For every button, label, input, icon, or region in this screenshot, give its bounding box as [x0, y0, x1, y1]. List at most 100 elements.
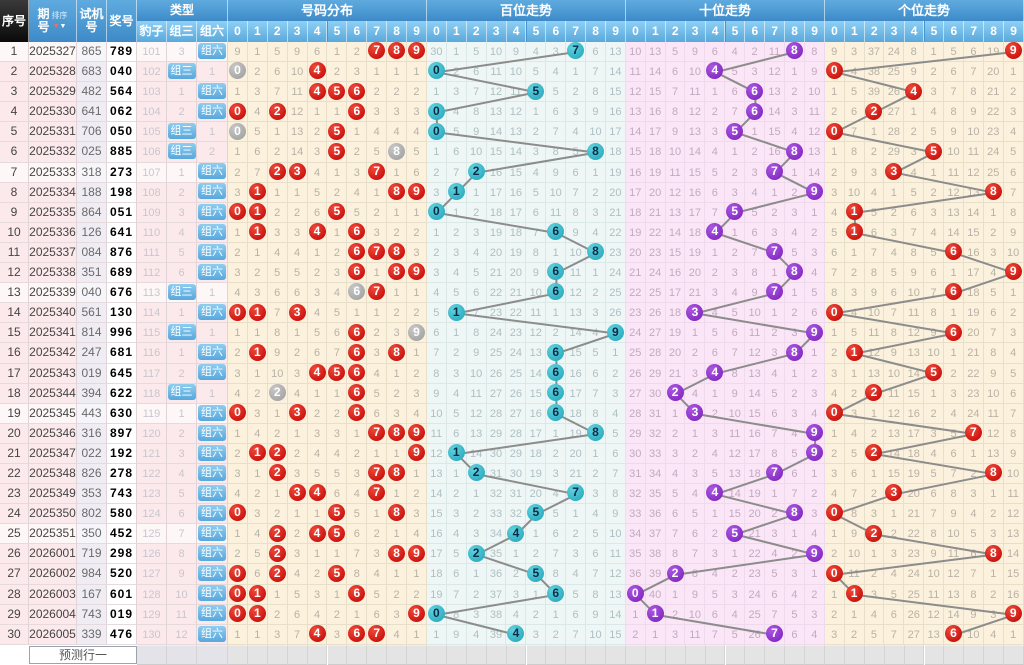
hit-circle: 1 — [248, 182, 266, 200]
miss-cell: 1 — [247, 463, 268, 485]
hit-circle: 9 — [407, 604, 425, 622]
miss-cell: 4 — [784, 122, 805, 143]
miss-cell: 4 — [446, 102, 467, 123]
group6-label: 组六 — [198, 545, 226, 562]
miss-cell: 12 — [566, 283, 587, 304]
col-header-period[interactable]: 期 号 排序 ▼▼ — [29, 0, 77, 42]
hit-cell: 6 — [745, 102, 766, 123]
hit-circle: 0 — [825, 564, 843, 582]
miss-cell: 27 — [486, 383, 507, 404]
hit-cell: 0 — [228, 202, 248, 223]
miss-cell: 9 — [586, 102, 606, 123]
hit-circle: 8 — [388, 424, 406, 442]
group6-cell: 1 — [197, 283, 228, 304]
footer-cell — [884, 645, 905, 665]
miss-cell: 25 — [904, 584, 925, 605]
miss-cell: 2 — [327, 242, 348, 264]
miss-cell: 7 — [605, 463, 626, 485]
miss-cell: 4 — [446, 524, 467, 545]
miss-cell: 4 — [725, 604, 746, 625]
miss-cell: 2 — [387, 383, 408, 404]
footer-cell — [287, 645, 308, 665]
hit-circle: 8 — [388, 42, 406, 60]
miss-cell: 20 — [486, 242, 507, 264]
hit-circle: 6 — [547, 584, 565, 602]
prize-number-cell: 580 — [107, 504, 137, 525]
table-row: 15 2025341 814 996 115 组三 1 1 1 8 1 5 6 6 2 3 9 6 1 8 24 23 12… — [0, 323, 1024, 344]
hit-circle: 5 — [925, 363, 943, 381]
hit-circle: 8 — [586, 424, 604, 442]
period-cell: 2025334 — [29, 182, 77, 203]
table-row: 20 2025346 316 897 120 2 组六 1 4 2 1 3 3 1 7 8 9 11 6 13 29 28… — [0, 423, 1024, 444]
miss-cell: 2 — [387, 222, 408, 243]
group6-label: 组六 — [198, 605, 226, 622]
prediction-row-button[interactable]: 预测行一 — [29, 646, 137, 664]
hit-cell: 1 — [446, 443, 467, 464]
footer-cell — [606, 645, 626, 665]
sort-desc-icon[interactable]: ▼ — [59, 23, 67, 30]
miss-cell: 2 — [725, 162, 746, 183]
hit-cell: 5 — [327, 82, 348, 103]
hit-circle: 1 — [248, 584, 266, 602]
miss-cell: 3 — [844, 403, 865, 424]
miss-cell: 1 — [765, 263, 785, 284]
miss-cell: 1 — [566, 504, 587, 525]
miss-cell: 4 — [546, 62, 567, 83]
miss-cell: 6 — [287, 604, 308, 625]
miss-cell: 6 — [844, 102, 865, 123]
miss-cell: 17 — [426, 544, 447, 565]
miss-cell: 22 — [506, 303, 527, 324]
miss-cell: 5 — [267, 42, 288, 63]
miss-cell: 5 — [426, 303, 447, 324]
seq-cell: 7 — [0, 162, 29, 183]
miss-cell: 7 — [784, 484, 805, 505]
miss-cell: 2 — [944, 363, 964, 384]
hit-cell: 4 — [307, 624, 328, 645]
miss-cell: 6 — [327, 484, 348, 505]
miss-cell: 8 — [1003, 423, 1024, 444]
miss-cell: 8 — [546, 564, 567, 585]
miss-cell: 4 — [1003, 122, 1024, 143]
group6-cell: 组六 — [197, 102, 228, 123]
miss-cell: 5 — [586, 343, 606, 364]
miss-cell: 10 — [466, 142, 487, 163]
miss-cell: 12 — [625, 82, 646, 103]
hit-circle: 9 — [407, 444, 425, 462]
miss-cell: 5 — [446, 122, 467, 143]
miss-cell: 4 — [426, 283, 447, 304]
test-label-bottom: 号 — [85, 20, 98, 34]
sort-asc-icon[interactable]: ▼ — [52, 23, 60, 30]
miss-cell: 5 — [924, 463, 945, 485]
miss-cell: 3 — [864, 504, 885, 525]
miss-cell: 4 — [307, 604, 328, 625]
miss-cell: 21 — [904, 504, 925, 525]
leopard-miss-cell: 114 — [137, 303, 167, 324]
miss-cell: 6 — [665, 62, 686, 83]
miss-cell: 10 — [844, 182, 865, 203]
miss-cell: 1 — [407, 62, 427, 83]
miss-cell: 2 — [784, 303, 805, 324]
miss-cell: 24 — [486, 323, 507, 344]
group6-label: 组六 — [198, 504, 226, 521]
miss-cell: 4 — [745, 182, 766, 203]
miss-cell: 1 — [983, 484, 1004, 505]
miss-cell: 3 — [466, 222, 487, 243]
miss-cell: 3 — [247, 283, 268, 304]
digit-header-cell: 3 — [685, 21, 706, 42]
miss-cell: 13 — [506, 122, 527, 143]
miss-cell: 10 — [884, 363, 905, 384]
hit-circle: 2 — [467, 162, 485, 180]
prize-number-cell: 452 — [107, 524, 137, 545]
miss-cell: 6 — [804, 303, 825, 324]
hit-circle: 7 — [368, 243, 386, 261]
miss-cell: 3 — [784, 102, 805, 123]
miss-cell: 3 — [586, 484, 606, 505]
hit-circle: 0 — [228, 604, 246, 622]
group6-label: 组六 — [198, 344, 226, 361]
prize-number-cell: 278 — [107, 463, 137, 485]
hit-cell: 8 — [387, 423, 408, 444]
test-number-cell: 040 — [77, 283, 107, 304]
miss-cell: 12 — [526, 323, 547, 344]
miss-cell: 2 — [804, 484, 825, 505]
hit-cell: 6 — [347, 283, 368, 304]
